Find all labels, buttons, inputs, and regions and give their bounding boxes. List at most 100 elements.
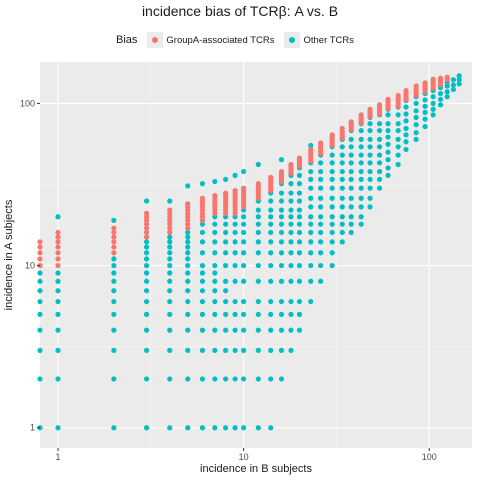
data-point xyxy=(212,193,218,199)
data-point xyxy=(212,327,218,333)
data-point xyxy=(185,311,191,317)
data-point xyxy=(143,376,150,382)
legend-label-other: Other TCRs xyxy=(303,34,354,46)
data-point xyxy=(348,229,354,236)
data-point xyxy=(444,83,450,89)
data-point xyxy=(296,298,303,305)
data-point xyxy=(199,221,206,227)
data-point xyxy=(111,225,117,231)
data-point xyxy=(288,181,294,187)
data-point xyxy=(111,244,117,250)
data-point xyxy=(450,82,457,88)
data-point xyxy=(37,239,43,245)
data-point xyxy=(143,234,150,240)
data-point xyxy=(358,112,364,118)
data-point xyxy=(348,136,354,142)
data-point xyxy=(223,262,229,269)
data-point xyxy=(199,327,206,333)
data-point xyxy=(318,239,324,245)
data-point xyxy=(241,347,247,353)
x-axis-title: incidence in B subjects xyxy=(200,463,312,475)
data-point xyxy=(376,127,383,134)
data-point xyxy=(167,250,173,256)
data-point xyxy=(143,239,150,245)
data-point xyxy=(288,214,294,220)
data-point xyxy=(232,221,238,227)
data-point xyxy=(55,425,61,431)
data-point xyxy=(339,168,345,175)
data-point xyxy=(55,327,61,333)
data-point xyxy=(395,112,401,118)
data-point xyxy=(329,160,335,166)
data-point xyxy=(55,250,61,256)
data-point xyxy=(288,278,294,284)
data-point xyxy=(167,244,173,250)
data-point xyxy=(111,288,117,294)
data-point xyxy=(143,288,150,294)
data-point xyxy=(329,132,335,138)
data-point xyxy=(288,198,294,204)
data-point xyxy=(376,160,383,166)
data-point xyxy=(385,96,391,102)
data-point xyxy=(241,262,247,269)
data-point xyxy=(167,239,173,245)
data-point xyxy=(385,141,391,147)
data-point xyxy=(232,262,238,269)
legend-item-groupa: GroupA-associated TCRs xyxy=(147,32,274,48)
legend-dot-other xyxy=(289,37,296,43)
data-point xyxy=(318,221,324,227)
data-point xyxy=(232,239,238,245)
data-point xyxy=(212,311,218,317)
data-point xyxy=(385,127,391,134)
data-point xyxy=(339,204,345,210)
data-point xyxy=(167,234,173,240)
data-point xyxy=(296,190,303,196)
data-point xyxy=(339,229,345,236)
data-point xyxy=(367,176,373,182)
data-point xyxy=(456,77,462,83)
data-point xyxy=(199,195,206,201)
data-point xyxy=(348,214,354,220)
data-point xyxy=(348,144,354,150)
data-point xyxy=(143,229,150,236)
data-point xyxy=(450,86,457,92)
data-point xyxy=(111,250,117,256)
legend-label-groupa: GroupA-associated TCRs xyxy=(166,34,275,46)
data-point xyxy=(223,298,229,305)
data-point xyxy=(278,198,285,204)
data-point xyxy=(223,176,229,182)
data-point xyxy=(185,278,191,284)
data-point xyxy=(255,298,261,305)
data-point xyxy=(212,347,218,353)
data-point xyxy=(308,185,314,191)
data-point xyxy=(268,207,274,213)
data-point xyxy=(143,250,150,256)
data-point xyxy=(223,347,229,353)
data-point xyxy=(223,239,229,245)
data-point xyxy=(437,75,444,81)
data-point xyxy=(413,114,419,120)
data-point xyxy=(413,108,419,114)
legend-item-other: Other TCRs xyxy=(284,32,354,48)
data-point xyxy=(450,77,457,83)
data-point xyxy=(55,229,61,236)
data-point xyxy=(358,204,364,210)
data-point xyxy=(255,262,261,269)
data-point xyxy=(255,425,261,431)
data-point xyxy=(318,250,324,256)
data-point xyxy=(199,217,206,223)
data-point xyxy=(296,198,303,204)
data-point xyxy=(296,181,303,187)
data-point xyxy=(413,130,419,136)
data-point xyxy=(318,160,324,166)
data-point xyxy=(376,185,383,191)
data-point xyxy=(296,172,303,178)
data-point xyxy=(367,127,373,134)
data-point xyxy=(288,347,294,353)
data-point xyxy=(167,198,173,204)
data-point xyxy=(232,278,238,284)
data-point xyxy=(367,185,373,191)
data-point xyxy=(185,201,191,207)
data-point xyxy=(367,144,373,150)
data-point xyxy=(288,161,294,168)
